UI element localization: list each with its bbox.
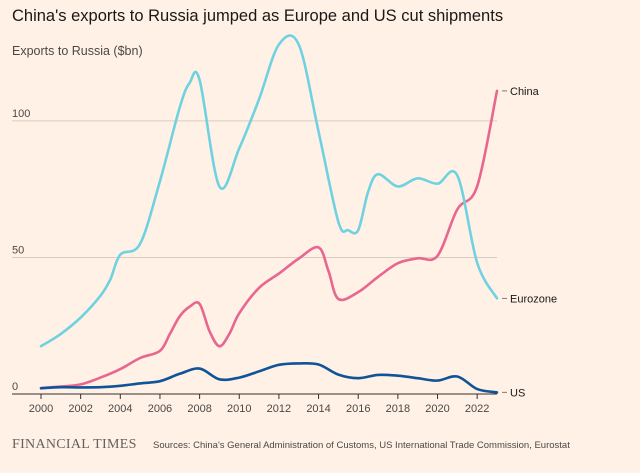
x-tick-label: 2002 — [68, 403, 92, 415]
series-line-us — [39, 361, 499, 394]
ft-logo: FINANCIAL TIMES — [12, 437, 137, 452]
gridlines — [12, 120, 497, 258]
series-group — [39, 34, 499, 394]
source-note: Sources: China's General Administration … — [153, 440, 570, 451]
series-line-china — [39, 89, 499, 390]
x-tick-label: 2004 — [108, 403, 132, 415]
x-tick-label: 2016 — [346, 403, 370, 415]
series-label-china: China — [510, 86, 540, 98]
y-tick-label: 0 — [12, 381, 18, 393]
y-axis-label: Exports to Russia ($bn) — [12, 44, 143, 58]
x-tick-label: 2000 — [29, 403, 53, 415]
chart-title: China's exports to Russia jumped as Euro… — [12, 7, 504, 25]
x-tick-label: 2010 — [227, 403, 251, 415]
series-labels: China Eurozone US — [502, 86, 557, 399]
x-tick-label: 2020 — [425, 403, 449, 415]
x-tick-label: 2022 — [465, 403, 489, 415]
y-tick-label: 50 — [12, 244, 24, 256]
x-tick-label: 2012 — [267, 403, 291, 415]
y-axis-ticks: 0 50 100 — [12, 108, 30, 393]
x-tick-label: 2014 — [306, 403, 330, 415]
series-label-us: US — [510, 387, 525, 399]
x-tick-label: 2018 — [386, 403, 410, 415]
series-line-eurozone — [39, 34, 499, 348]
y-tick-label: 100 — [12, 108, 30, 120]
series-label-eurozone: Eurozone — [510, 293, 557, 305]
x-tick-label: 2008 — [187, 403, 211, 415]
x-tick-label: 2006 — [148, 403, 172, 415]
x-axis: 2000 2002 2004 2006 2008 2010 2012 2014 2016 2018… — [12, 393, 497, 415]
